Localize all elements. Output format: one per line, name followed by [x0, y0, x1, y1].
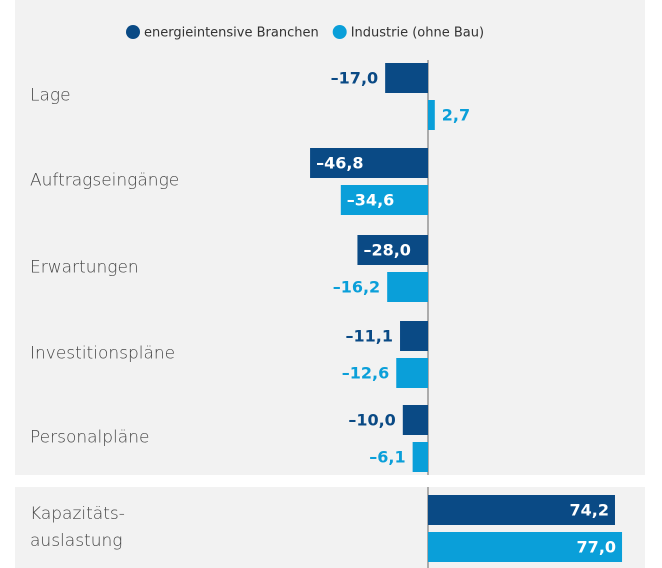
value-label: –46,8	[316, 154, 363, 173]
legend-marker	[126, 25, 140, 39]
bar	[428, 495, 615, 525]
value-label: –11,1	[346, 327, 393, 346]
bar	[412, 442, 428, 472]
value-label: –34,6	[347, 191, 394, 210]
bar	[428, 100, 435, 130]
bar	[428, 532, 623, 562]
value-label: –17,0	[331, 69, 378, 88]
bar	[340, 185, 428, 215]
category-label: Auftragseingänge	[30, 170, 180, 191]
bar	[400, 321, 428, 351]
bar	[385, 63, 428, 93]
bar	[387, 272, 428, 302]
category-label: Lage	[30, 85, 71, 106]
value-label: –28,0	[363, 241, 410, 260]
value-label: –16,2	[333, 278, 380, 297]
bar	[357, 235, 428, 265]
category-label: Personalpläne	[30, 427, 150, 448]
category-label: Erwartungen	[30, 257, 139, 278]
value-label: –6,1	[369, 448, 405, 467]
panel	[15, 0, 645, 475]
category-label: Investitionspläne	[30, 343, 176, 364]
value-label: –12,6	[342, 364, 389, 383]
value-label: 2,7	[442, 106, 470, 125]
category-label: Kapazitäts- auslastung	[30, 504, 125, 551]
bar	[402, 405, 428, 435]
bar	[310, 148, 428, 178]
legend-label: Industrie (ohne Bau)	[351, 26, 484, 41]
legend-marker	[332, 25, 347, 39]
value-label: 74,2	[569, 501, 608, 520]
value-label: –10,0	[348, 411, 395, 430]
value-label: 77,0	[577, 538, 616, 557]
bar	[396, 358, 428, 388]
legend-label: energieintensive Branchen	[144, 26, 319, 41]
